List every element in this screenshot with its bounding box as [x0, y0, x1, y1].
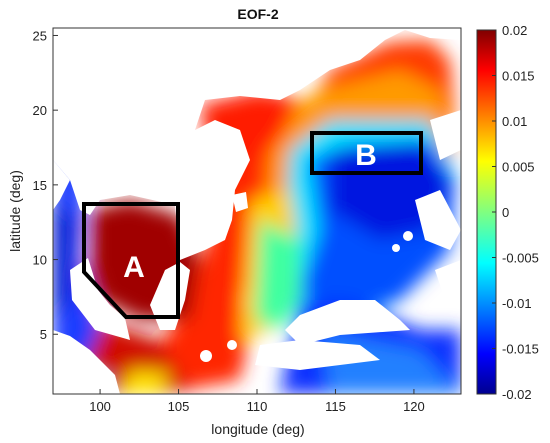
- colorbar-tick-label: 0.005: [502, 160, 535, 175]
- y-axis-ticks: 5 10 15 20 25: [33, 28, 58, 342]
- y-tick-label: 5: [40, 327, 47, 342]
- y-tick-label: 25: [33, 28, 47, 43]
- colorbar-tick-label: -0.015: [502, 342, 539, 357]
- region-a-outline: [82, 202, 180, 319]
- region-a-label: A: [123, 251, 145, 284]
- map-title: EOF-2: [237, 6, 278, 22]
- region-b: B: [310, 131, 423, 175]
- colorbar-tick-label: 0.02: [502, 23, 527, 38]
- x-axis-label: longitude (deg): [211, 421, 304, 437]
- y-tick-label: 20: [33, 103, 47, 118]
- colorbar-tick-label: -0.005: [502, 251, 539, 266]
- x-tick-label: 110: [247, 399, 268, 414]
- colorbar-tick-label: -0.02: [502, 387, 532, 402]
- colorbar: 0.02 0.015 0.01 0.005 0 -0.005 -0.01 -0.015 -0.0…: [476, 23, 539, 402]
- x-tick-label: 100: [89, 399, 111, 414]
- y-tick-label: 15: [33, 178, 47, 193]
- x-tick-label: 115: [325, 399, 346, 414]
- x-tick-label: 120: [403, 399, 425, 414]
- region-a: A: [82, 202, 180, 319]
- colorbar-tick-label: 0: [502, 205, 509, 220]
- land-mask: [53, 28, 461, 394]
- region-boxes: A B: [82, 131, 423, 319]
- y-tick-label: 10: [33, 253, 47, 268]
- plot-area: [53, 28, 461, 394]
- x-axis-ticks: 100 105 110 115 120: [89, 389, 425, 414]
- colorbar-tick-label: -0.01: [502, 296, 532, 311]
- region-b-outline: [310, 131, 423, 175]
- colorbar-tick-label: 0.01: [502, 114, 527, 129]
- x-tick-label: 105: [168, 399, 190, 414]
- colorbar-ticks: 0.02 0.015 0.01 0.005 0 -0.005 -0.01 -0.015 -0.0…: [492, 23, 539, 402]
- colorbar-tick-label: 0.015: [502, 69, 535, 84]
- region-b-label: B: [355, 139, 377, 172]
- y-axis-label: latitude (deg): [7, 170, 23, 252]
